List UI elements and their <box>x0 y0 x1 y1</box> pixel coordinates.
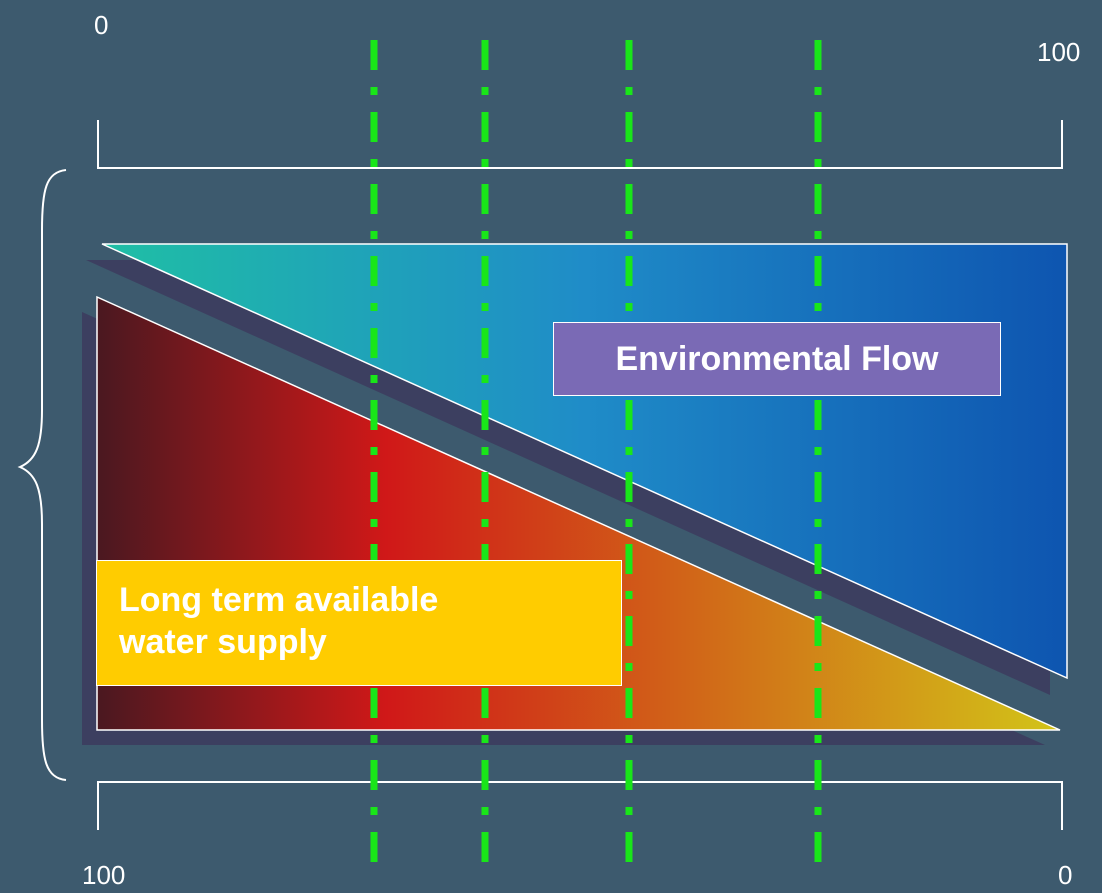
environmental-flow-label: Environmental Flow <box>615 340 939 378</box>
bottom-scale-start-label: 100 <box>82 860 126 890</box>
top-scale-bracket <box>97 120 1063 169</box>
bottom-scale-end-label: 0 <box>1058 860 1073 890</box>
water-supply-label-box: Long term available water supply <box>96 560 622 686</box>
top-scale-end-label: 100 <box>1037 37 1081 67</box>
environmental-flow-label-box: Environmental Flow <box>553 322 1001 396</box>
bottom-scale-bracket <box>97 781 1063 830</box>
left-curly-brace-icon <box>17 169 67 781</box>
water-supply-label-line-1: Long term available <box>119 581 439 619</box>
water-supply-label-line-2: water supply <box>119 623 327 661</box>
top-scale-start-label: 0 <box>94 10 109 40</box>
